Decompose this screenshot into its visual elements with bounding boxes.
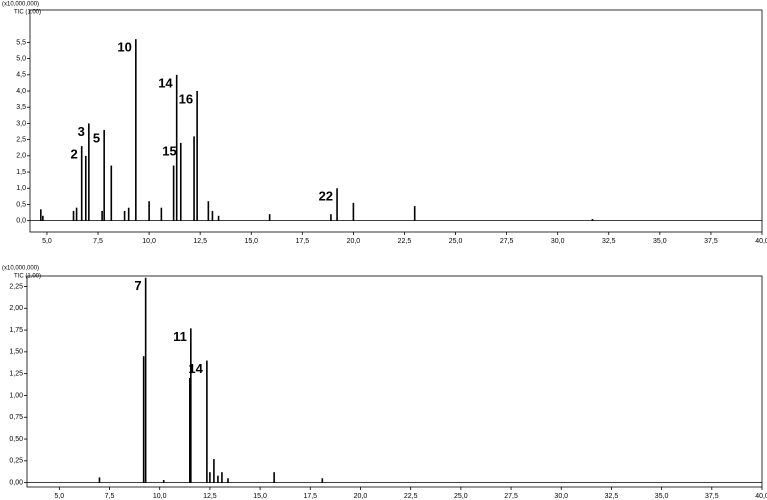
y-tick-label: 0,50 — [9, 436, 23, 443]
peak-label: 2 — [70, 147, 77, 162]
peak-label: 16 — [179, 91, 193, 106]
x-tick-label: 25,0 — [454, 493, 468, 500]
trace-label: TIC (1.00) — [14, 274, 41, 280]
peak-label: 14 — [158, 75, 173, 90]
plot-frame — [26, 275, 763, 488]
x-tick-label: 30,0 — [551, 238, 565, 245]
peak-label: 3 — [78, 124, 85, 139]
x-tick-label: 27,5 — [504, 493, 518, 500]
x-tick-label: 15,0 — [253, 493, 267, 500]
y-tick-label: 1,00 — [9, 392, 23, 399]
x-tick-label: 37,5 — [705, 493, 719, 500]
y-tick-label: 1,0 — [16, 185, 26, 192]
x-tick-label: 27,5 — [500, 238, 514, 245]
y-tick-label: 2,5 — [16, 136, 26, 143]
x-tick-label: 35,0 — [655, 493, 669, 500]
trace-label: TIC (1.00) — [14, 10, 41, 16]
peak-label: 14 — [188, 361, 203, 376]
y-tick-label: 4,5 — [16, 72, 26, 79]
y-tick-label: 5,5 — [16, 39, 26, 46]
peak-label: 15 — [162, 143, 176, 158]
x-tick-label: 20,0 — [354, 493, 368, 500]
y-tick-label: 1,5 — [16, 169, 26, 176]
x-tick-label: 22,5 — [398, 238, 412, 245]
x-tick-label: 17,5 — [303, 493, 317, 500]
y-tick-label: 1,50 — [9, 349, 23, 356]
x-tick-label: 22,5 — [404, 493, 418, 500]
peak-label: 5 — [93, 130, 100, 145]
y-tick-label: 3,0 — [16, 120, 26, 127]
y-unit: (x10,000,000) — [2, 2, 39, 8]
x-tick-label: 37,5 — [704, 238, 718, 245]
x-tick-label: 30,0 — [554, 493, 568, 500]
x-tick-label: 12,5 — [203, 493, 217, 500]
x-tick-label: 32,5 — [602, 238, 616, 245]
x-tick-label: 5,0 — [54, 493, 64, 500]
x-tick-label: 32,5 — [605, 493, 619, 500]
y-tick-label: 4,0 — [16, 88, 26, 95]
plot-frame — [29, 9, 763, 233]
x-tick-label: 15,0 — [244, 238, 258, 245]
x-tick-label: 10,0 — [142, 238, 156, 245]
x-tick-label: 7,5 — [93, 238, 103, 245]
y-tick-label: 2,0 — [16, 153, 26, 160]
x-tick-label: 40,0 — [755, 493, 767, 500]
y-tick-label: 0,25 — [9, 458, 23, 465]
x-tick-label: 7,5 — [105, 493, 115, 500]
x-tick-label: 10,0 — [153, 493, 167, 500]
peak-label: 10 — [117, 40, 131, 55]
peak-label: 7 — [134, 278, 141, 293]
x-tick-label: 12,5 — [193, 238, 207, 245]
y-tick-label: 2,00 — [9, 305, 23, 312]
y-tick-label: 1,25 — [9, 370, 23, 377]
y-tick-label: 0,0 — [16, 218, 26, 225]
y-tick-label: 3,5 — [16, 104, 26, 111]
x-tick-label: 35,0 — [653, 238, 667, 245]
y-tick-label: 0,5 — [16, 201, 26, 208]
x-tick-label: 25,0 — [449, 238, 463, 245]
y-tick-label: 1,75 — [9, 327, 23, 334]
x-tick-label: 40,0 — [755, 238, 767, 245]
y-tick-label: 5,0 — [16, 55, 26, 62]
x-tick-label: 5,0 — [42, 238, 52, 245]
peak-label: 22 — [319, 189, 333, 204]
peak-label: 11 — [173, 329, 187, 344]
x-tick-label: 20,0 — [347, 238, 361, 245]
y-tick-label: 0,75 — [9, 414, 23, 421]
y-unit: (x10,000,000) — [2, 266, 39, 272]
y-tick-label: 0,00 — [9, 479, 23, 486]
y-tick-label: 2,25 — [9, 283, 23, 290]
x-tick-label: 17,5 — [296, 238, 310, 245]
